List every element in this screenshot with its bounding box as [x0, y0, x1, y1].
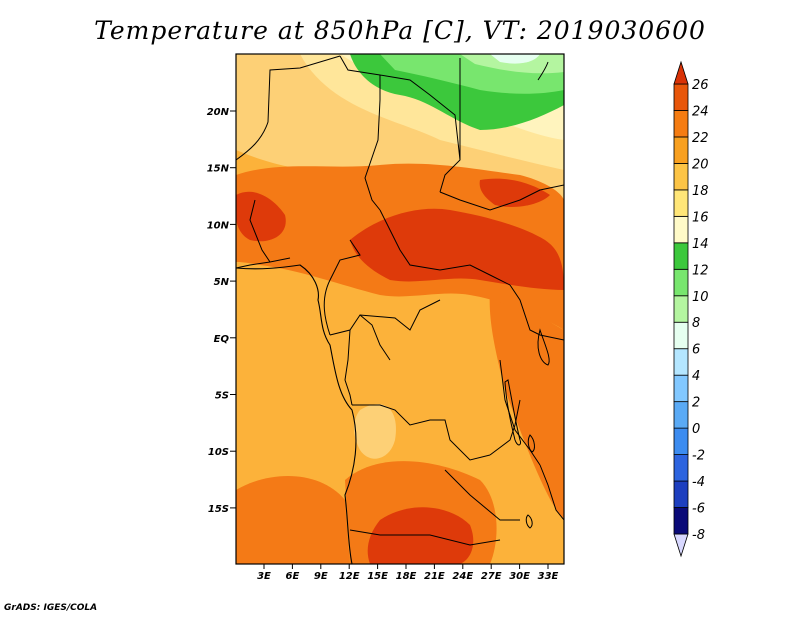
map-title: Temperature at 850hPa [C], VT: 201903060… — [94, 16, 706, 45]
colorbar-swatch — [673, 136, 689, 164]
lat-label: 10S — [208, 447, 229, 458]
colorbar-label: 2 — [692, 396, 700, 411]
colorbar-label: 20 — [692, 157, 709, 172]
colorbar-swatch — [673, 83, 689, 111]
field-c-24-26-b — [236, 191, 286, 242]
colorbar-swatch — [673, 401, 689, 429]
colorbar-swatch — [673, 427, 689, 455]
lat-label: 20N — [207, 107, 230, 118]
grads-credit: GrADS: IGES/COLA — [4, 603, 98, 613]
longitude-axis: 3E 6E 9E 12E 15E 18E 21E 24E 27E 30E 33E — [257, 564, 559, 582]
lon-label: 21E — [424, 571, 445, 582]
colorbar-label: 10 — [692, 290, 709, 305]
lon-label: 6E — [286, 571, 300, 582]
field-c-24-26-c — [479, 178, 550, 207]
colorbar-label: 14 — [692, 237, 709, 252]
colorbar-min-triangle — [673, 533, 689, 558]
field-sc-18-20 — [354, 404, 396, 459]
colorbar-label: 24 — [692, 104, 709, 119]
country-borders — [236, 55, 564, 546]
colorbar-label: 8 — [692, 316, 700, 331]
field-c-24-26-a — [350, 208, 564, 290]
colorbar-label: -8 — [692, 528, 705, 543]
field-sw-22-24 — [236, 476, 350, 564]
colorbar-swatch — [673, 295, 689, 323]
colorbar-swatch — [673, 321, 689, 350]
lon-label: 24E — [452, 571, 473, 582]
colorbar-label: -2 — [692, 449, 705, 464]
colorbar-swatch — [673, 189, 689, 217]
lon-label: 9E — [314, 571, 328, 582]
lon-label: 33E — [538, 571, 559, 582]
lat-label: 10N — [207, 220, 230, 231]
colorbar-label: 0 — [692, 422, 700, 437]
colorbar-label: 22 — [692, 131, 709, 146]
lat-label: EQ — [214, 334, 230, 345]
colorbar-swatch — [673, 374, 689, 403]
colorbar-label: 6 — [692, 343, 700, 358]
colorbar-swatch — [673, 268, 689, 297]
field-e-22-24 — [489, 290, 564, 520]
colorbar-swatch — [673, 507, 689, 535]
colorbar-label: -6 — [692, 502, 705, 517]
temperature-field — [236, 54, 564, 564]
colorbar-label: 26 — [692, 78, 709, 93]
colorbar-max-triangle — [673, 60, 689, 85]
lat-label: 5S — [215, 391, 229, 402]
lon-label: 27E — [481, 571, 502, 582]
lat-label: 5N — [214, 277, 230, 288]
lon-label: 30E — [509, 571, 530, 582]
field-n-6-8 — [490, 54, 540, 64]
colorbar-swatch — [673, 348, 689, 376]
colorbar-swatch — [673, 454, 689, 482]
lon-label: 18E — [396, 571, 417, 582]
lon-label: 15E — [367, 571, 388, 582]
colorbar-swatch — [673, 163, 689, 191]
lon-label: 12E — [339, 571, 360, 582]
field-n-8-10 — [460, 54, 564, 74]
colorbar-label: 12 — [692, 263, 709, 278]
colorbar-label: -4 — [692, 475, 705, 490]
colorbar-swatch — [673, 242, 689, 270]
colorbar-label: 18 — [692, 184, 709, 199]
coastline-west — [236, 264, 357, 564]
colorbar-swatch — [673, 215, 689, 244]
map-frame — [235, 53, 565, 565]
field-s-24-26 — [367, 507, 474, 564]
colorbar-swatch — [673, 110, 689, 138]
colorbar-swatch — [673, 480, 689, 508]
lat-label: 15S — [208, 504, 229, 515]
colorbar-label: 16 — [692, 210, 709, 225]
lon-label: 3E — [257, 571, 271, 582]
lat-label: 15N — [207, 164, 230, 175]
latitude-axis: 20N 15N 10N 5N EQ 5S 10S 15S — [207, 107, 236, 515]
colorbar-label: 4 — [692, 369, 700, 384]
lakes — [504, 61, 550, 529]
